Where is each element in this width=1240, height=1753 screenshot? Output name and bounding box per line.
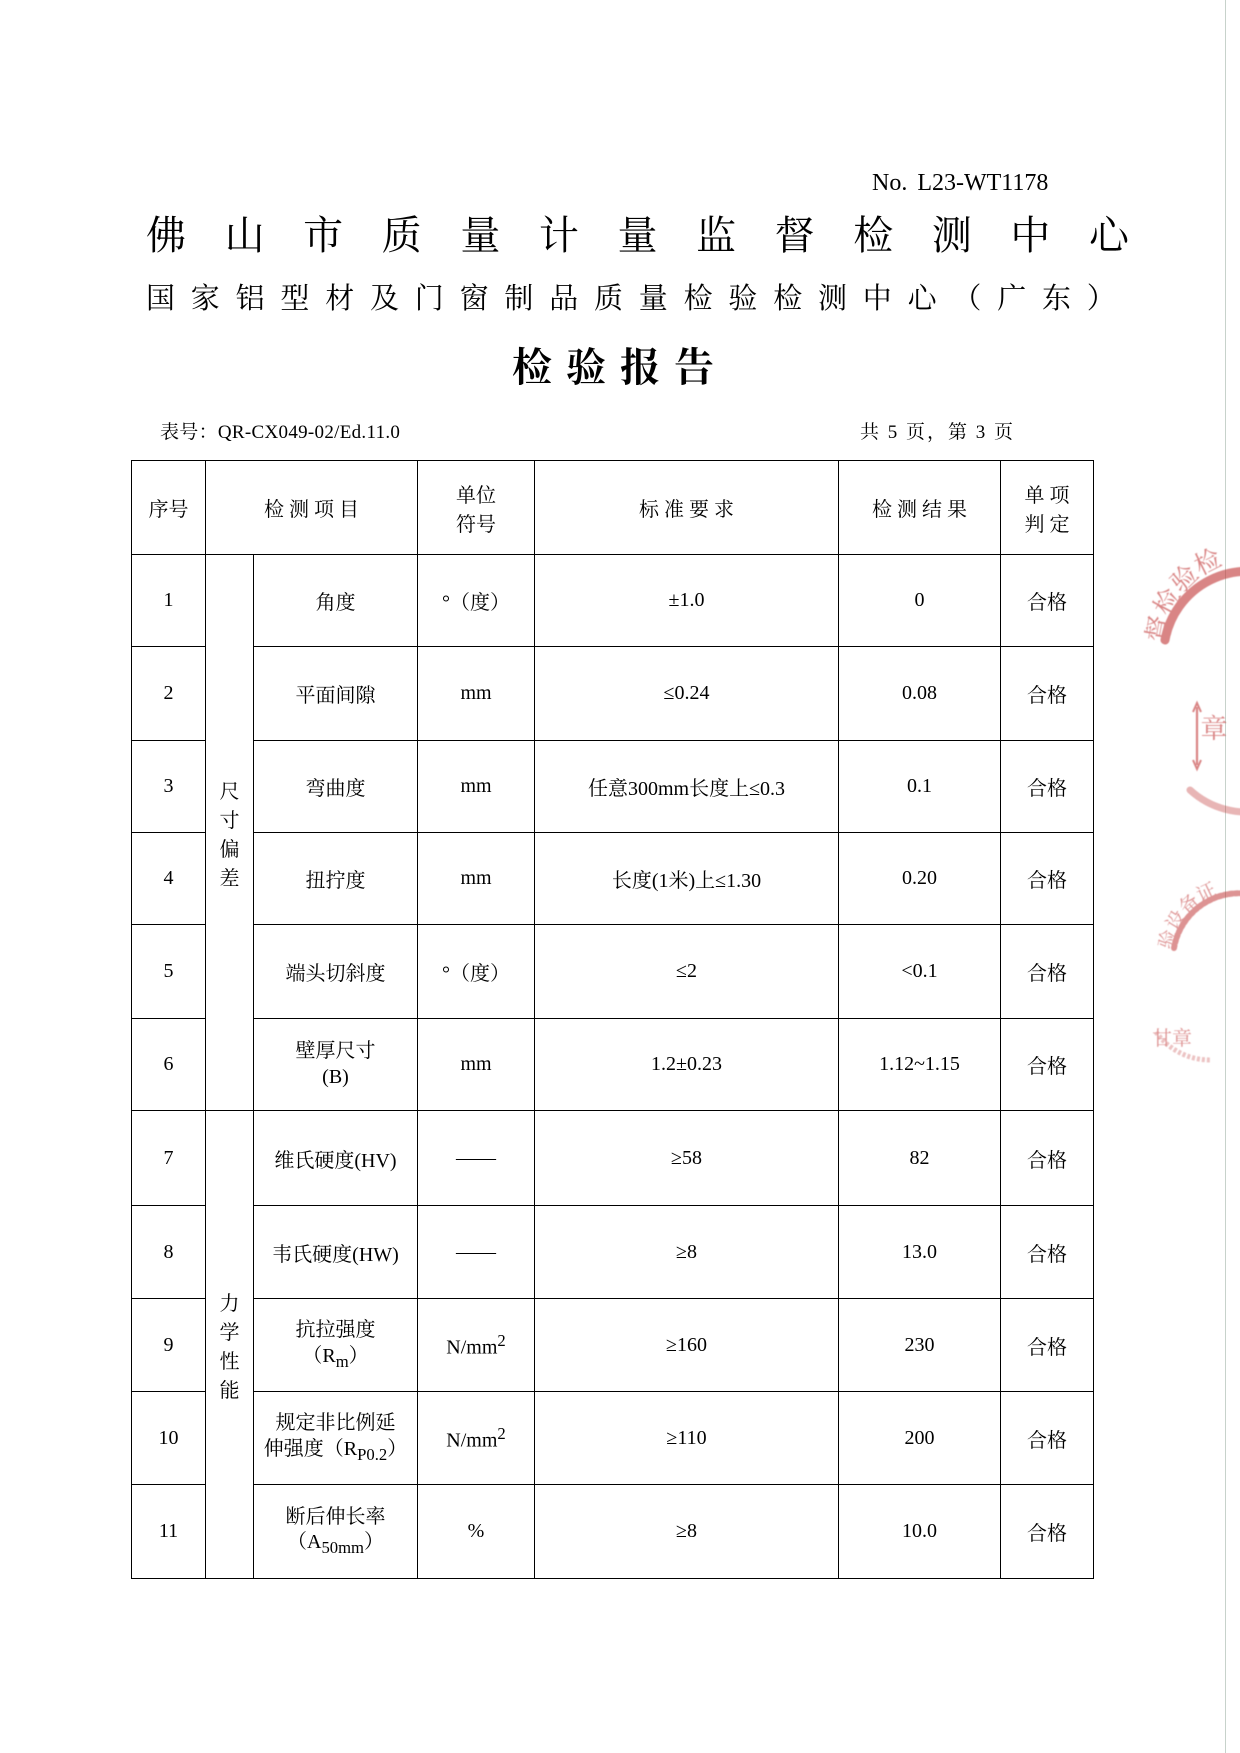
svg-text:督检验检: 督检验检 <box>1141 543 1226 644</box>
svg-text:章: 章 <box>1201 714 1228 744</box>
svg-text:验设备证: 验设备证 <box>1155 878 1220 951</box>
